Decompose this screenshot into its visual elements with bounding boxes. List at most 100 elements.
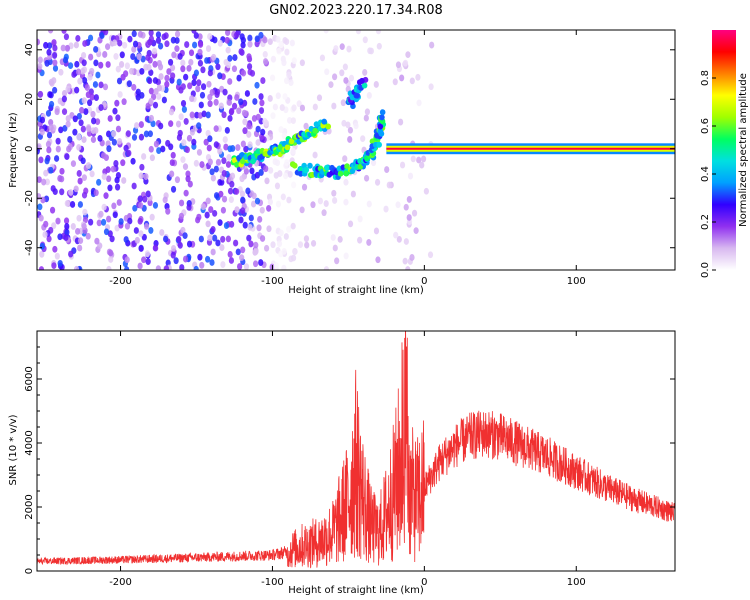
noise-blob [155,265,161,270]
noise-blob [251,115,258,122]
noise-blob [363,114,369,122]
noise-blob [52,245,58,253]
feature-blob [377,123,384,130]
noise-blob [284,77,290,85]
noise-blob [373,81,379,88]
noise-blob [147,77,153,85]
y-tick-label: 0 [24,146,35,152]
noise-blob [157,42,164,50]
noise-blob [195,216,201,224]
noise-blob [137,217,143,225]
noise-blob [81,223,87,230]
colorbar-bar [712,30,736,270]
noise-blob [176,235,182,243]
noise-blob [332,73,338,81]
noise-blob [286,71,292,79]
noise-blob [210,226,216,233]
noise-blob [392,78,398,86]
noise-blob [181,139,187,147]
noise-blob [205,129,211,137]
noise-blob [160,145,166,153]
noise-blob [177,53,183,60]
noise-blob [290,147,296,155]
noise-blob [240,140,246,148]
noise-blob [255,125,261,133]
noise-blob [310,201,316,209]
noise-blob [207,234,213,242]
noise-blob [166,68,172,75]
noise-blob [70,223,76,230]
noise-blob [87,34,94,42]
noise-blob [236,74,242,82]
noise-blob [139,67,145,75]
snr-ylabel: SNR (10 * v/v) [8,414,19,485]
noise-blob [200,83,207,91]
noise-blob [225,61,232,69]
noise-blob [211,53,217,61]
noise-blob [93,45,99,53]
noise-blob [137,262,143,270]
noise-blob [165,207,171,215]
noise-blob [176,134,183,141]
feature-blob [291,162,298,169]
noise-blob [58,126,64,134]
noise-blob [98,104,104,111]
noise-blob [363,174,370,182]
noise-blob [402,59,409,67]
noise-blob [428,83,434,91]
spectrogram-ylabel: Frequency (Hz) [8,112,19,188]
noise-blob [193,69,200,77]
noise-blob [180,156,186,163]
noise-blob [58,68,64,76]
y-tick-label: 0 [24,568,35,574]
noise-blob [113,53,119,60]
noise-blob [204,211,210,219]
spectrogram-marks [37,30,675,270]
noise-blob [112,211,118,219]
noise-blob [168,108,175,116]
colorbar-tick-label: 0.8 [700,70,711,86]
noise-blob [395,201,401,209]
noise-blob [131,182,137,190]
noise-blob [151,47,158,55]
noise-blob [65,85,71,93]
noise-blob [399,161,406,169]
noise-blob [121,98,127,106]
noise-blob [103,192,109,200]
feature-blob [324,164,330,171]
noise-blob [224,126,230,134]
noise-blob [106,265,112,270]
noise-blob [199,91,206,99]
noise-blob [188,58,194,66]
noise-blob [256,224,262,232]
noise-blob [429,41,435,49]
noise-blob [77,237,84,245]
x-tick-label: -200 [109,276,132,287]
noise-blob [347,136,353,143]
noise-blob [40,196,46,204]
noise-blob [61,30,67,34]
noise-blob [93,127,99,134]
noise-blob [196,148,203,156]
noise-blob [38,156,44,164]
noise-blob [275,200,282,208]
noise-blob [131,30,137,38]
noise-blob [342,63,348,71]
noise-blob [332,197,338,204]
noise-blob [85,91,91,99]
noise-blob [362,69,368,76]
noise-blob [81,59,87,67]
noise-blob [286,225,292,233]
noise-blob [267,198,273,206]
noise-blob [250,200,257,208]
noise-blob [155,37,162,44]
y-tick-label: 6000 [24,366,35,391]
noise-blob [263,244,270,252]
noise-blob [328,81,334,89]
noise-blob [269,74,276,82]
noise-blob [219,178,225,186]
noise-blob [170,151,176,159]
noise-blob [339,43,345,51]
noise-blob [395,61,402,69]
